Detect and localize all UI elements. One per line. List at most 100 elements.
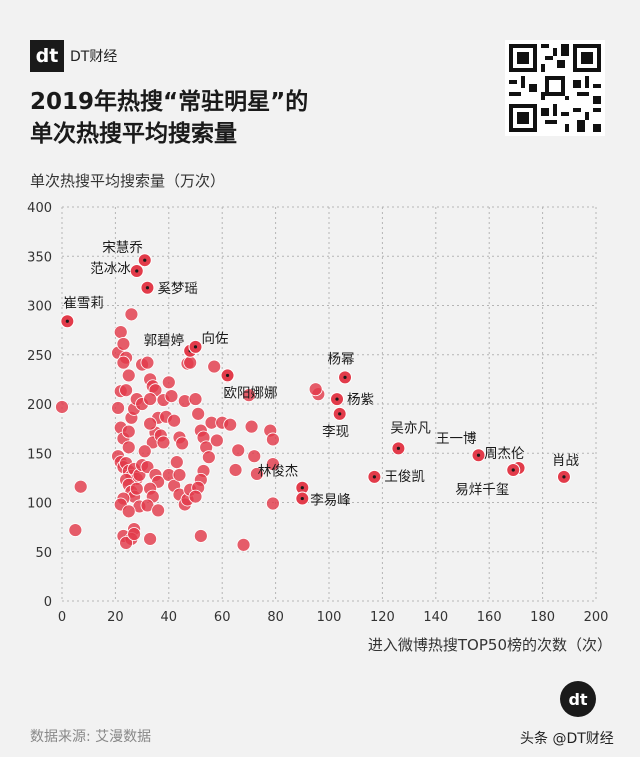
data-point [167, 413, 182, 428]
data-point-center [143, 258, 147, 262]
point-label: 肖战 [552, 453, 579, 469]
data-point [55, 400, 69, 414]
x-tick-label: 40 [161, 610, 178, 625]
point-label: 王俊凯 [384, 469, 425, 485]
tick-labels: 0 20 40 60 80 100 120 140 160 180 200 0 50 100 150 200 2… [27, 201, 608, 625]
data-point [250, 467, 264, 481]
data-point [124, 307, 139, 322]
data-point [161, 375, 176, 390]
data-points [55, 253, 571, 552]
data-point [119, 383, 133, 398]
point-label: 杨幂 [328, 351, 355, 367]
data-point [164, 389, 179, 404]
data-point-center [300, 486, 304, 490]
data-point [188, 489, 203, 504]
y-tick-label: 200 [27, 398, 52, 413]
brand-logo: dt DT财经 [30, 40, 117, 72]
logo-mark: dt [30, 40, 64, 72]
data-point [188, 392, 203, 406]
data-point [156, 435, 171, 450]
data-point [129, 481, 144, 496]
source-note: 数据来源: 艾漫数据 [30, 729, 152, 745]
point-label: 崔雪莉 [63, 295, 103, 311]
data-point [121, 440, 136, 455]
title-line-2: 单次热搜平均搜索量 [30, 121, 237, 147]
data-point [183, 355, 198, 370]
data-point-center [396, 446, 401, 450]
point-label: 王一博 [436, 430, 477, 447]
data-point [247, 449, 262, 464]
chart-title: 2019年热搜“常驻明星”的 单次热搜平均搜索量 [30, 86, 308, 150]
data-point [121, 424, 136, 439]
y-tick-label: 50 [35, 546, 52, 561]
point-label: 范冰冰 [90, 261, 131, 277]
point-label: 李现 [322, 424, 349, 440]
data-point [228, 463, 243, 477]
data-point-center [135, 269, 139, 273]
grid [61, 206, 597, 602]
data-point [137, 444, 152, 459]
data-point [111, 401, 125, 415]
watermark-text: 头条 @DT财经 [520, 731, 614, 747]
data-point-center [145, 286, 150, 290]
y-tick-label: 150 [27, 447, 52, 462]
x-axis-label: 进入微博热搜TOP50榜的次数（次） [367, 636, 612, 654]
y-tick-label: 100 [27, 497, 52, 512]
y-axis-label: 单次热搜平均搜索量（万次） [30, 172, 226, 190]
data-point [121, 504, 136, 519]
data-point-center [335, 397, 339, 401]
data-point [68, 523, 83, 537]
data-point-center [300, 496, 304, 501]
data-point [207, 359, 222, 374]
x-tick-label: 180 [530, 610, 555, 625]
point-label: 奚梦瑶 [157, 281, 198, 297]
data-point-center [343, 375, 347, 380]
point-label: 吴亦凡 [390, 420, 431, 436]
data-point-center [193, 345, 198, 349]
data-point [143, 532, 158, 546]
data-point [201, 450, 216, 465]
point-label: 易烊千玺 [455, 482, 509, 498]
data-point [244, 419, 259, 434]
x-tick-label: 0 [58, 610, 66, 625]
data-point-center [372, 475, 376, 479]
x-tick-label: 140 [423, 610, 448, 625]
data-point [73, 479, 88, 494]
x-tick-label: 120 [370, 610, 395, 625]
point-label: 郭碧婷 [144, 332, 185, 349]
data-point [140, 355, 155, 370]
data-point [119, 535, 133, 550]
data-point [193, 529, 208, 543]
data-point [169, 455, 184, 470]
data-point [308, 382, 323, 397]
data-point [121, 368, 136, 383]
data-point [241, 388, 256, 403]
y-tick-label: 350 [27, 250, 52, 265]
data-point-center [562, 475, 566, 479]
data-point [231, 443, 246, 458]
data-point [209, 433, 224, 448]
data-point [116, 337, 131, 351]
data-point [151, 503, 166, 518]
data-point [113, 325, 128, 339]
x-tick-label: 100 [317, 610, 342, 625]
data-point [127, 527, 141, 541]
x-tick-label: 60 [214, 610, 231, 625]
data-point-center [476, 453, 481, 457]
y-tick-label: 250 [27, 349, 52, 364]
logo-text: DT财经 [70, 49, 118, 65]
qr-code-icon [505, 40, 605, 136]
point-label: 周杰伦 [484, 446, 525, 462]
data-point-center [511, 468, 515, 472]
point-label: 宋慧乔 [102, 240, 143, 256]
y-tick-label: 400 [27, 201, 52, 216]
data-point [223, 417, 238, 432]
point-label: 林俊杰 [258, 464, 299, 480]
point-label: 李易峰 [310, 493, 351, 509]
data-point-center [225, 373, 230, 378]
data-point [143, 392, 158, 406]
data-point [266, 496, 280, 511]
title-line-1: 2019年热搜“常驻明星”的 [30, 89, 309, 115]
x-tick-label: 160 [477, 610, 502, 625]
